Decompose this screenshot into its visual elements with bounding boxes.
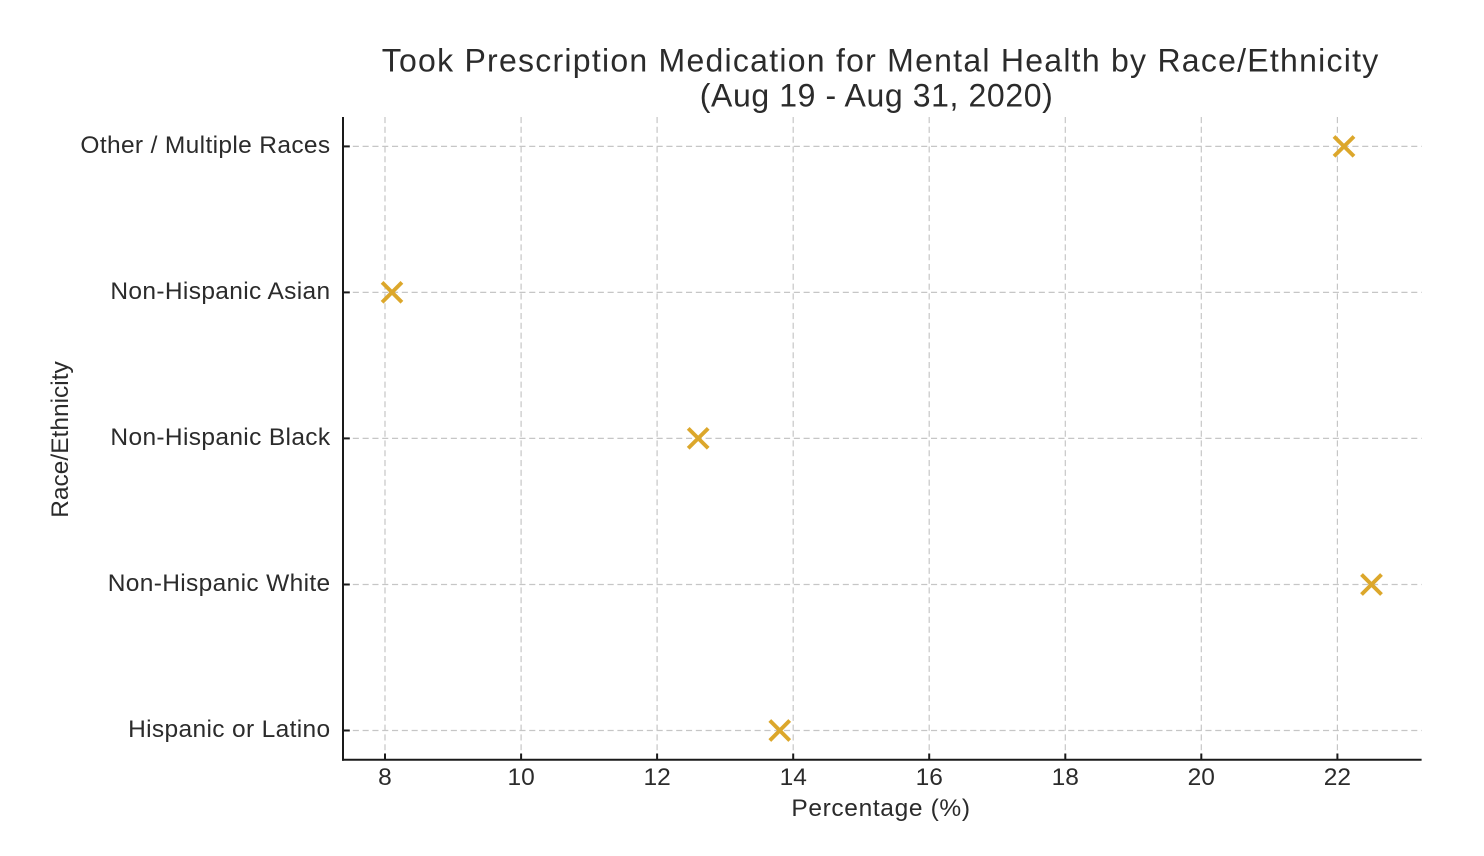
svg-text:Hispanic or Latino: Hispanic or Latino: [128, 716, 330, 743]
svg-text:Percentage (%): Percentage (%): [791, 795, 970, 822]
svg-text:14: 14: [780, 764, 807, 791]
svg-text:Non-Hispanic White: Non-Hispanic White: [108, 570, 331, 597]
svg-text:Other / Multiple Races: Other / Multiple Races: [80, 132, 330, 159]
svg-text:(Aug 19 - Aug 31, 2020): (Aug 19 - Aug 31, 2020): [700, 78, 1054, 114]
svg-text:22: 22: [1324, 764, 1351, 791]
svg-text:20: 20: [1188, 764, 1215, 791]
svg-text:12: 12: [643, 764, 670, 791]
svg-text:8: 8: [378, 764, 392, 791]
svg-text:10: 10: [507, 764, 534, 791]
svg-text:16: 16: [916, 764, 943, 791]
svg-text:Race/Ethnicity: Race/Ethnicity: [47, 360, 74, 517]
svg-text:Non-Hispanic Black: Non-Hispanic Black: [110, 424, 330, 451]
svg-text:18: 18: [1052, 764, 1079, 791]
svg-text:Took Prescription Medication f: Took Prescription Medication for Mental …: [382, 42, 1380, 78]
svg-text:Non-Hispanic Asian: Non-Hispanic Asian: [110, 278, 330, 305]
